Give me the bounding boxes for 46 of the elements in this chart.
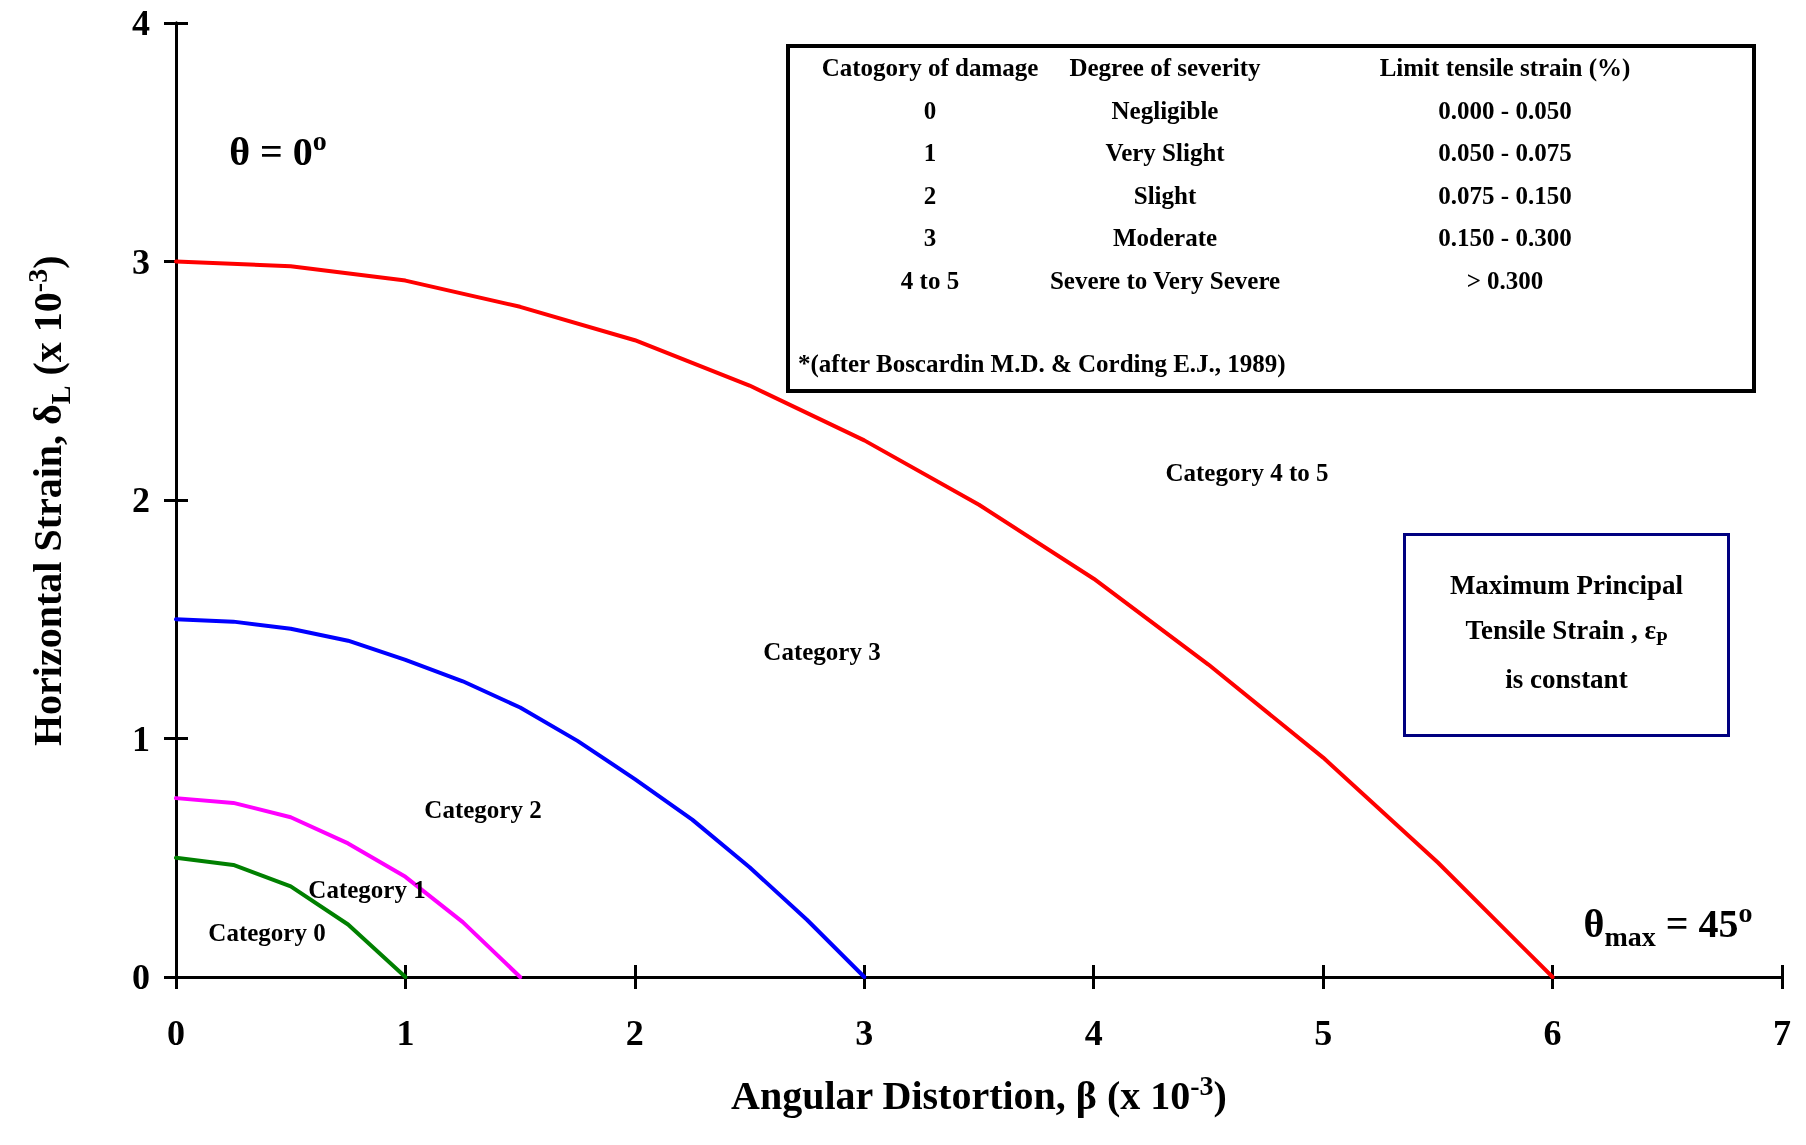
line-series <box>174 796 523 979</box>
annotation: Category 2 <box>424 796 542 824</box>
annotation: Category 3 <box>763 638 881 666</box>
annotation: 1 <box>923 139 937 167</box>
x-tick-label: 6 <box>1543 1013 1562 1053</box>
annotation: Moderate <box>1112 224 1218 252</box>
annotation: Catogory of damage <box>821 54 1039 82</box>
annotation: 0.050 - 0.075 <box>1438 139 1572 167</box>
text-frame: Maximum Principal Tensile Strain , ε$_{P}$ is constant <box>1403 533 1730 737</box>
x-tick-label: 5 <box>1314 1013 1333 1053</box>
y-tick-label: 1 <box>132 718 150 759</box>
annotation: Category 4 to 5 <box>1165 459 1329 487</box>
annotation: Slight <box>1133 181 1197 210</box>
annotation: > 0.300 <box>1466 266 1544 295</box>
x-tick-label: 7 <box>1773 1013 1791 1053</box>
annotation: Severe to Very Severe <box>1049 266 1281 295</box>
y-tick-label: 2 <box>132 480 150 520</box>
annotation: Degree of severity <box>1069 54 1261 82</box>
line-series <box>174 617 867 979</box>
annotation: 2 <box>923 181 937 210</box>
y-tick-label: 3 <box>132 241 150 282</box>
x-tick-label: 2 <box>625 1013 644 1053</box>
annotation: Tensile Strain , ε$_{P}$ <box>1464 615 1669 651</box>
annotation: Category 0 <box>208 919 326 947</box>
x-tick-label: 1 <box>396 1013 415 1053</box>
x-axis-title: Angular Distortion, β (x 10$^{-3}$) <box>731 1070 1227 1120</box>
annotation: 3 <box>923 224 937 252</box>
annotation: θ$_{max}$ = 45$^{o}$ <box>1583 897 1753 953</box>
x-tick-label: 0 <box>167 1013 185 1053</box>
annotation: 0.075 - 0.150 <box>1438 181 1572 210</box>
annotation: 4 to 5 <box>900 266 960 295</box>
annotation: *(after Boscardin M.D. & Cording E.J., 1989) <box>798 350 1286 378</box>
annotation: 0 <box>923 96 937 125</box>
annotation: 0.150 - 0.300 <box>1438 224 1572 252</box>
x-tick-label: 4 <box>1084 1013 1103 1053</box>
x-tick-label: 3 <box>855 1013 874 1053</box>
annotation: Very Slight <box>1105 139 1225 167</box>
annotation: Limit tensile strain (%) <box>1379 54 1631 82</box>
annotation: Maximum Principal <box>1448 570 1685 601</box>
annotation: Negligible <box>1111 96 1219 125</box>
y-tick-label: 4 <box>132 3 150 43</box>
annotation: θ = 0$^{o}$ <box>229 125 327 175</box>
annotation: is constant <box>1504 664 1629 696</box>
y-tick-label: 0 <box>132 957 150 997</box>
line-series <box>174 855 408 979</box>
annotation: 0.000 - 0.050 <box>1438 96 1572 125</box>
